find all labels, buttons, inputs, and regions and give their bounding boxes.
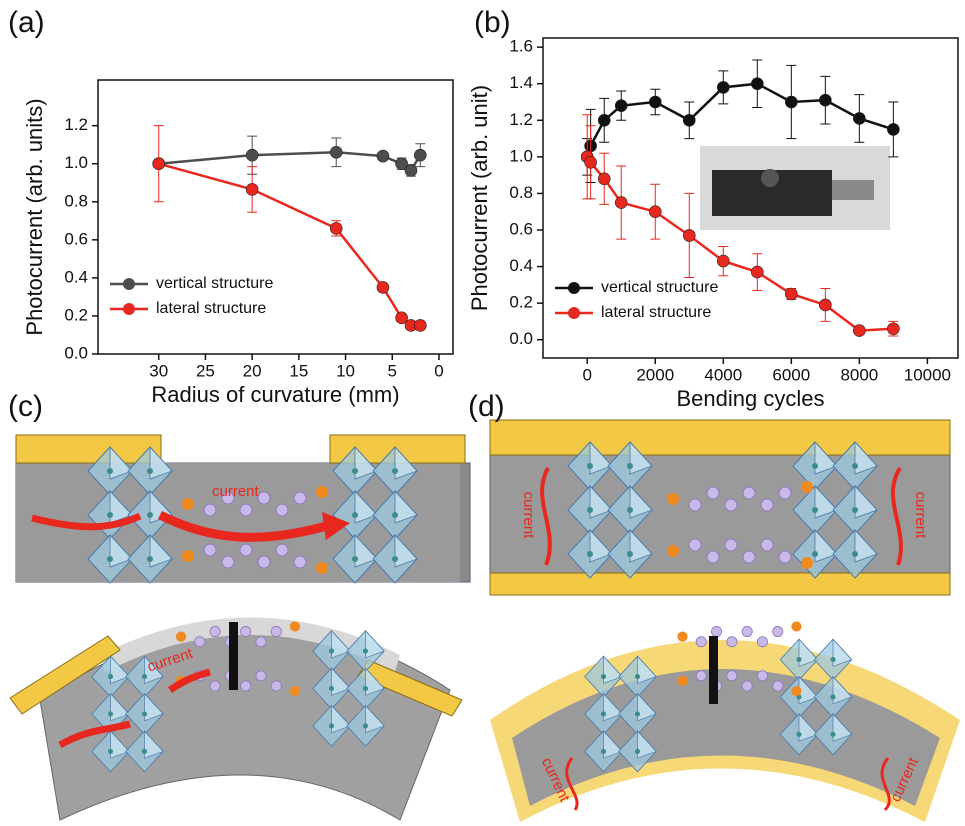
data-point [246, 183, 258, 195]
y-tick-label: 0.2 [64, 305, 88, 324]
y-tick-label: 0.4 [64, 267, 88, 286]
data-point [649, 96, 661, 108]
current-label: current [912, 492, 929, 540]
x-axis-label: Bending cycles [677, 386, 825, 411]
legend-label: lateral structure [156, 300, 266, 317]
x-tick-label: 6000 [772, 365, 810, 384]
x-tick-label: 25 [196, 361, 215, 380]
y-axis-label: Photocurrent (arb. unit) [467, 85, 492, 311]
data-point [598, 114, 610, 126]
data-point [377, 150, 389, 162]
y-tick-label: 1.2 [509, 110, 533, 129]
data-point [153, 158, 165, 170]
data-point [887, 123, 899, 135]
y-tick-label: 1.6 [509, 37, 533, 56]
panel-label: (c) [8, 390, 43, 423]
x-tick-label: 5 [388, 361, 397, 380]
data-point [717, 81, 729, 93]
current-label: current [520, 492, 537, 540]
y-tick-label: 0.2 [509, 293, 533, 312]
data-point [683, 229, 695, 241]
data-point [585, 156, 597, 168]
x-tick-label: 20 [243, 361, 262, 380]
x-tick-label: 0 [582, 365, 591, 384]
panel-label: (a) [8, 6, 45, 39]
y-tick-label: 1.4 [509, 73, 533, 92]
current-label: current [212, 483, 260, 500]
diagram-c-flat: current [16, 435, 470, 583]
data-point [751, 78, 763, 90]
legend-marker [568, 282, 580, 294]
data-point [246, 149, 258, 161]
y-tick-label: 0.8 [64, 191, 88, 210]
data-point [853, 325, 865, 337]
legend-marker [123, 278, 135, 290]
x-tick-label: 30 [149, 361, 168, 380]
panel-label: (b) [474, 6, 511, 39]
data-point [751, 266, 763, 278]
data-point [717, 255, 729, 267]
y-axis-label: Photocurrent (arb. units) [22, 98, 47, 335]
y-tick-label: 0.8 [509, 183, 533, 202]
data-point [785, 96, 797, 108]
y-tick-label: 0.0 [509, 329, 533, 348]
data-point [853, 112, 865, 124]
x-tick-label: 0 [434, 361, 443, 380]
data-point [683, 114, 695, 126]
data-point [414, 319, 426, 331]
y-tick-label: 0.0 [64, 343, 88, 362]
inset-photo [700, 146, 890, 230]
y-tick-label: 0.4 [509, 256, 533, 275]
legend-marker [123, 303, 135, 315]
x-tick-label: 2000 [636, 365, 674, 384]
data-point [330, 146, 342, 158]
panel-label: (d) [468, 390, 505, 423]
x-tick-label: 4000 [704, 365, 742, 384]
x-tick-label: 15 [289, 361, 308, 380]
diagram-d-bent: current current [490, 621, 960, 822]
diagram-d-flat: current current [490, 420, 950, 595]
data-point [414, 149, 426, 161]
data-point [649, 206, 661, 218]
legend-label: lateral structure [601, 304, 711, 321]
legend-label: vertical structure [156, 275, 273, 292]
legend-label: vertical structure [601, 279, 718, 296]
y-tick-label: 1.0 [509, 146, 533, 165]
data-point [819, 94, 831, 106]
data-point [785, 288, 797, 300]
x-axis-label: Radius of curvature (mm) [151, 382, 399, 407]
diagram-c-bent: current [10, 618, 462, 821]
data-point [377, 281, 389, 293]
x-tick-label: 8000 [840, 365, 878, 384]
data-point [405, 164, 417, 176]
legend-marker [568, 307, 580, 319]
data-point [819, 299, 831, 311]
series-line [587, 84, 893, 157]
y-tick-label: 1.0 [64, 153, 88, 172]
data-point [598, 173, 610, 185]
data-point [615, 197, 627, 209]
figure: current current current current [0, 0, 965, 826]
x-tick-label: 10000 [904, 365, 951, 384]
data-point [615, 100, 627, 112]
data-point [887, 323, 899, 335]
y-tick-label: 0.6 [64, 229, 88, 248]
data-point [330, 222, 342, 234]
y-tick-label: 1.2 [64, 115, 88, 134]
y-tick-label: 0.6 [509, 219, 533, 238]
x-tick-label: 10 [336, 361, 355, 380]
